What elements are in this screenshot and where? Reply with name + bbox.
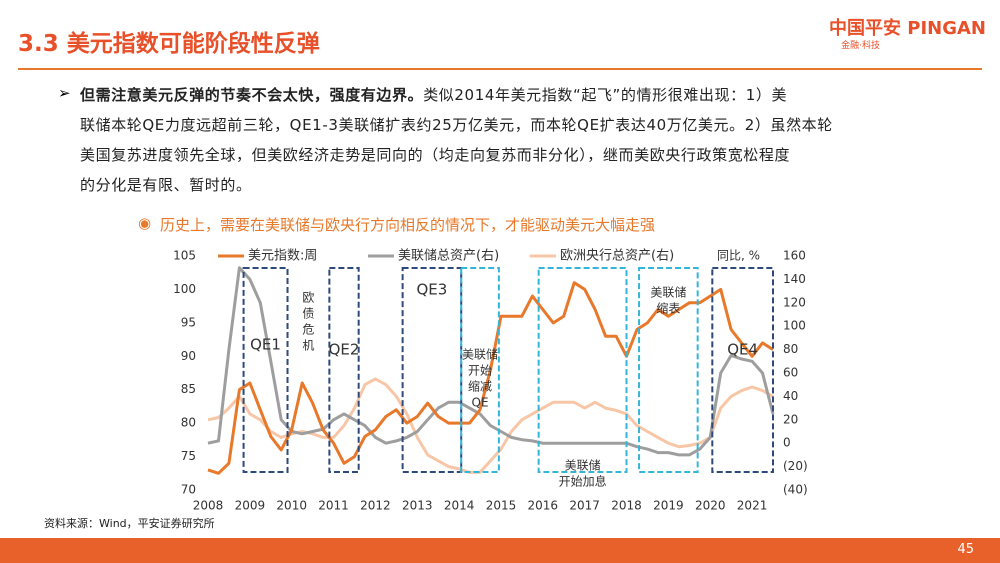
annotation-box bbox=[401, 267, 463, 473]
annotation-label: 缩减 bbox=[468, 379, 492, 394]
annotation-box bbox=[242, 267, 289, 473]
y-tick-label: 70 bbox=[181, 483, 196, 497]
annotation-label: 开始 bbox=[468, 364, 492, 378]
annotation-label: 开始加息 bbox=[559, 474, 607, 489]
x-tick-label: 2017 bbox=[569, 499, 600, 513]
annotation-box bbox=[711, 267, 775, 473]
annotation-label: 美联储 bbox=[565, 458, 601, 473]
y2-tick-label: 80 bbox=[783, 342, 798, 356]
y2-tick-label: 120 bbox=[783, 295, 806, 309]
y2-tick-label: 20 bbox=[783, 412, 798, 426]
series-line bbox=[207, 377, 774, 474]
annotation-label: 缩表 bbox=[656, 301, 680, 316]
annotation-label: 债 bbox=[302, 307, 314, 321]
x-tick-label: 2010 bbox=[276, 499, 307, 513]
logo-subtitle: 金融·科技 bbox=[841, 41, 880, 51]
y2-tick-label: 100 bbox=[783, 319, 806, 333]
y2-tick-label: 60 bbox=[783, 366, 798, 380]
source: 资料来源：Wind，平安证券研究所 bbox=[44, 517, 215, 530]
footer-bar bbox=[0, 538, 1000, 563]
annotation-box bbox=[460, 267, 500, 473]
series-line bbox=[207, 266, 775, 457]
annotation-label: QE1 bbox=[250, 336, 281, 354]
legend-label: 美联储总资产(右) bbox=[398, 249, 499, 264]
series-line bbox=[207, 281, 774, 475]
x-tick-label: 2008 bbox=[193, 499, 224, 513]
x-tick-label: 2009 bbox=[235, 499, 266, 513]
y2-tick-label: 0 bbox=[783, 436, 791, 450]
y2-tick-label: (40) bbox=[783, 483, 808, 497]
legend-label: 欧洲央行总资产(右) bbox=[560, 249, 674, 264]
annotation-label: 欧 bbox=[302, 291, 314, 305]
annotation-box bbox=[537, 267, 628, 473]
y-tick-label: 95 bbox=[181, 315, 196, 329]
x-tick-label: 2021 bbox=[737, 499, 768, 513]
header-rule bbox=[18, 68, 982, 70]
annotation-label: 美联储 bbox=[650, 285, 686, 300]
y-tick-label: 105 bbox=[173, 249, 196, 263]
chart-title: 历史上，需要在美联储与欧央行方向相反的情况下，才能驱动美元大幅走强 bbox=[160, 216, 656, 234]
annotation-label: 美联储 bbox=[462, 347, 498, 362]
x-tick-label: 2020 bbox=[695, 499, 726, 513]
y2-tick-label: (20) bbox=[783, 459, 808, 473]
y-tick-label: 85 bbox=[181, 382, 196, 396]
y-tick-label: 90 bbox=[181, 349, 196, 363]
y2-tick-label: 160 bbox=[783, 249, 806, 263]
y2-tick-label: 140 bbox=[783, 272, 806, 286]
bullet-icon: ➢ bbox=[58, 84, 71, 102]
bullet-lead: 但需注意美元反弹的节奏不会太快，强度有边界。 bbox=[80, 86, 424, 104]
x-tick-label: 2016 bbox=[528, 499, 559, 513]
legend-box bbox=[213, 246, 713, 266]
legend-label: 美元指数:周 bbox=[248, 249, 317, 264]
annotation-label: 危 bbox=[302, 323, 314, 337]
x-tick-label: 2015 bbox=[486, 499, 517, 513]
y-tick-label: 100 bbox=[173, 282, 196, 296]
bullet-text: 美国复苏进度领先全球，但美欧经济走势是同向的（均走向复苏而非分化），继而美欧央行… bbox=[80, 146, 791, 164]
y-tick-label: 80 bbox=[181, 416, 196, 430]
y-tick-label: 75 bbox=[181, 449, 196, 463]
annotation-label: QE3 bbox=[416, 281, 447, 299]
x-tick-label: 2013 bbox=[402, 499, 433, 513]
slide-title: 3.3 美元指数可能阶段性反弹 bbox=[18, 31, 320, 57]
bullet-line: 但需注意美元反弹的节奏不会太快，强度有边界。类似2014年美元指数“起飞”的情形… bbox=[80, 84, 787, 105]
chart-title-icon: ◉ bbox=[138, 214, 152, 232]
x-tick-label: 2012 bbox=[360, 499, 391, 513]
x-tick-label: 2014 bbox=[444, 499, 475, 513]
annotation-box bbox=[638, 267, 699, 473]
bullet-text: 联储本轮QE力度远超前三轮，QE1-3美联储扩表约25万亿美元，而本轮QE扩表达… bbox=[80, 116, 833, 134]
x-tick-label: 2011 bbox=[318, 499, 349, 513]
annotation-box bbox=[328, 267, 360, 473]
x-tick-label: 2018 bbox=[611, 499, 642, 513]
annotation-label: QE bbox=[472, 396, 489, 410]
y2-axis-title: 同比, % bbox=[717, 249, 760, 263]
annotation-label: 机 bbox=[302, 339, 314, 353]
bullet-text: 类似2014年美元指数“起飞”的情形很难出现：1）美 bbox=[423, 86, 788, 104]
logo: 中国平安 PINGAN bbox=[829, 18, 986, 39]
y2-tick-label: 40 bbox=[783, 389, 798, 403]
annotation-label: QE4 bbox=[727, 341, 758, 359]
annotation-label: QE2 bbox=[329, 341, 360, 359]
bullet-text: 的分化是有限、暂时的。 bbox=[80, 176, 252, 194]
page-number: 45 bbox=[957, 542, 974, 557]
x-tick-label: 2019 bbox=[653, 499, 684, 513]
